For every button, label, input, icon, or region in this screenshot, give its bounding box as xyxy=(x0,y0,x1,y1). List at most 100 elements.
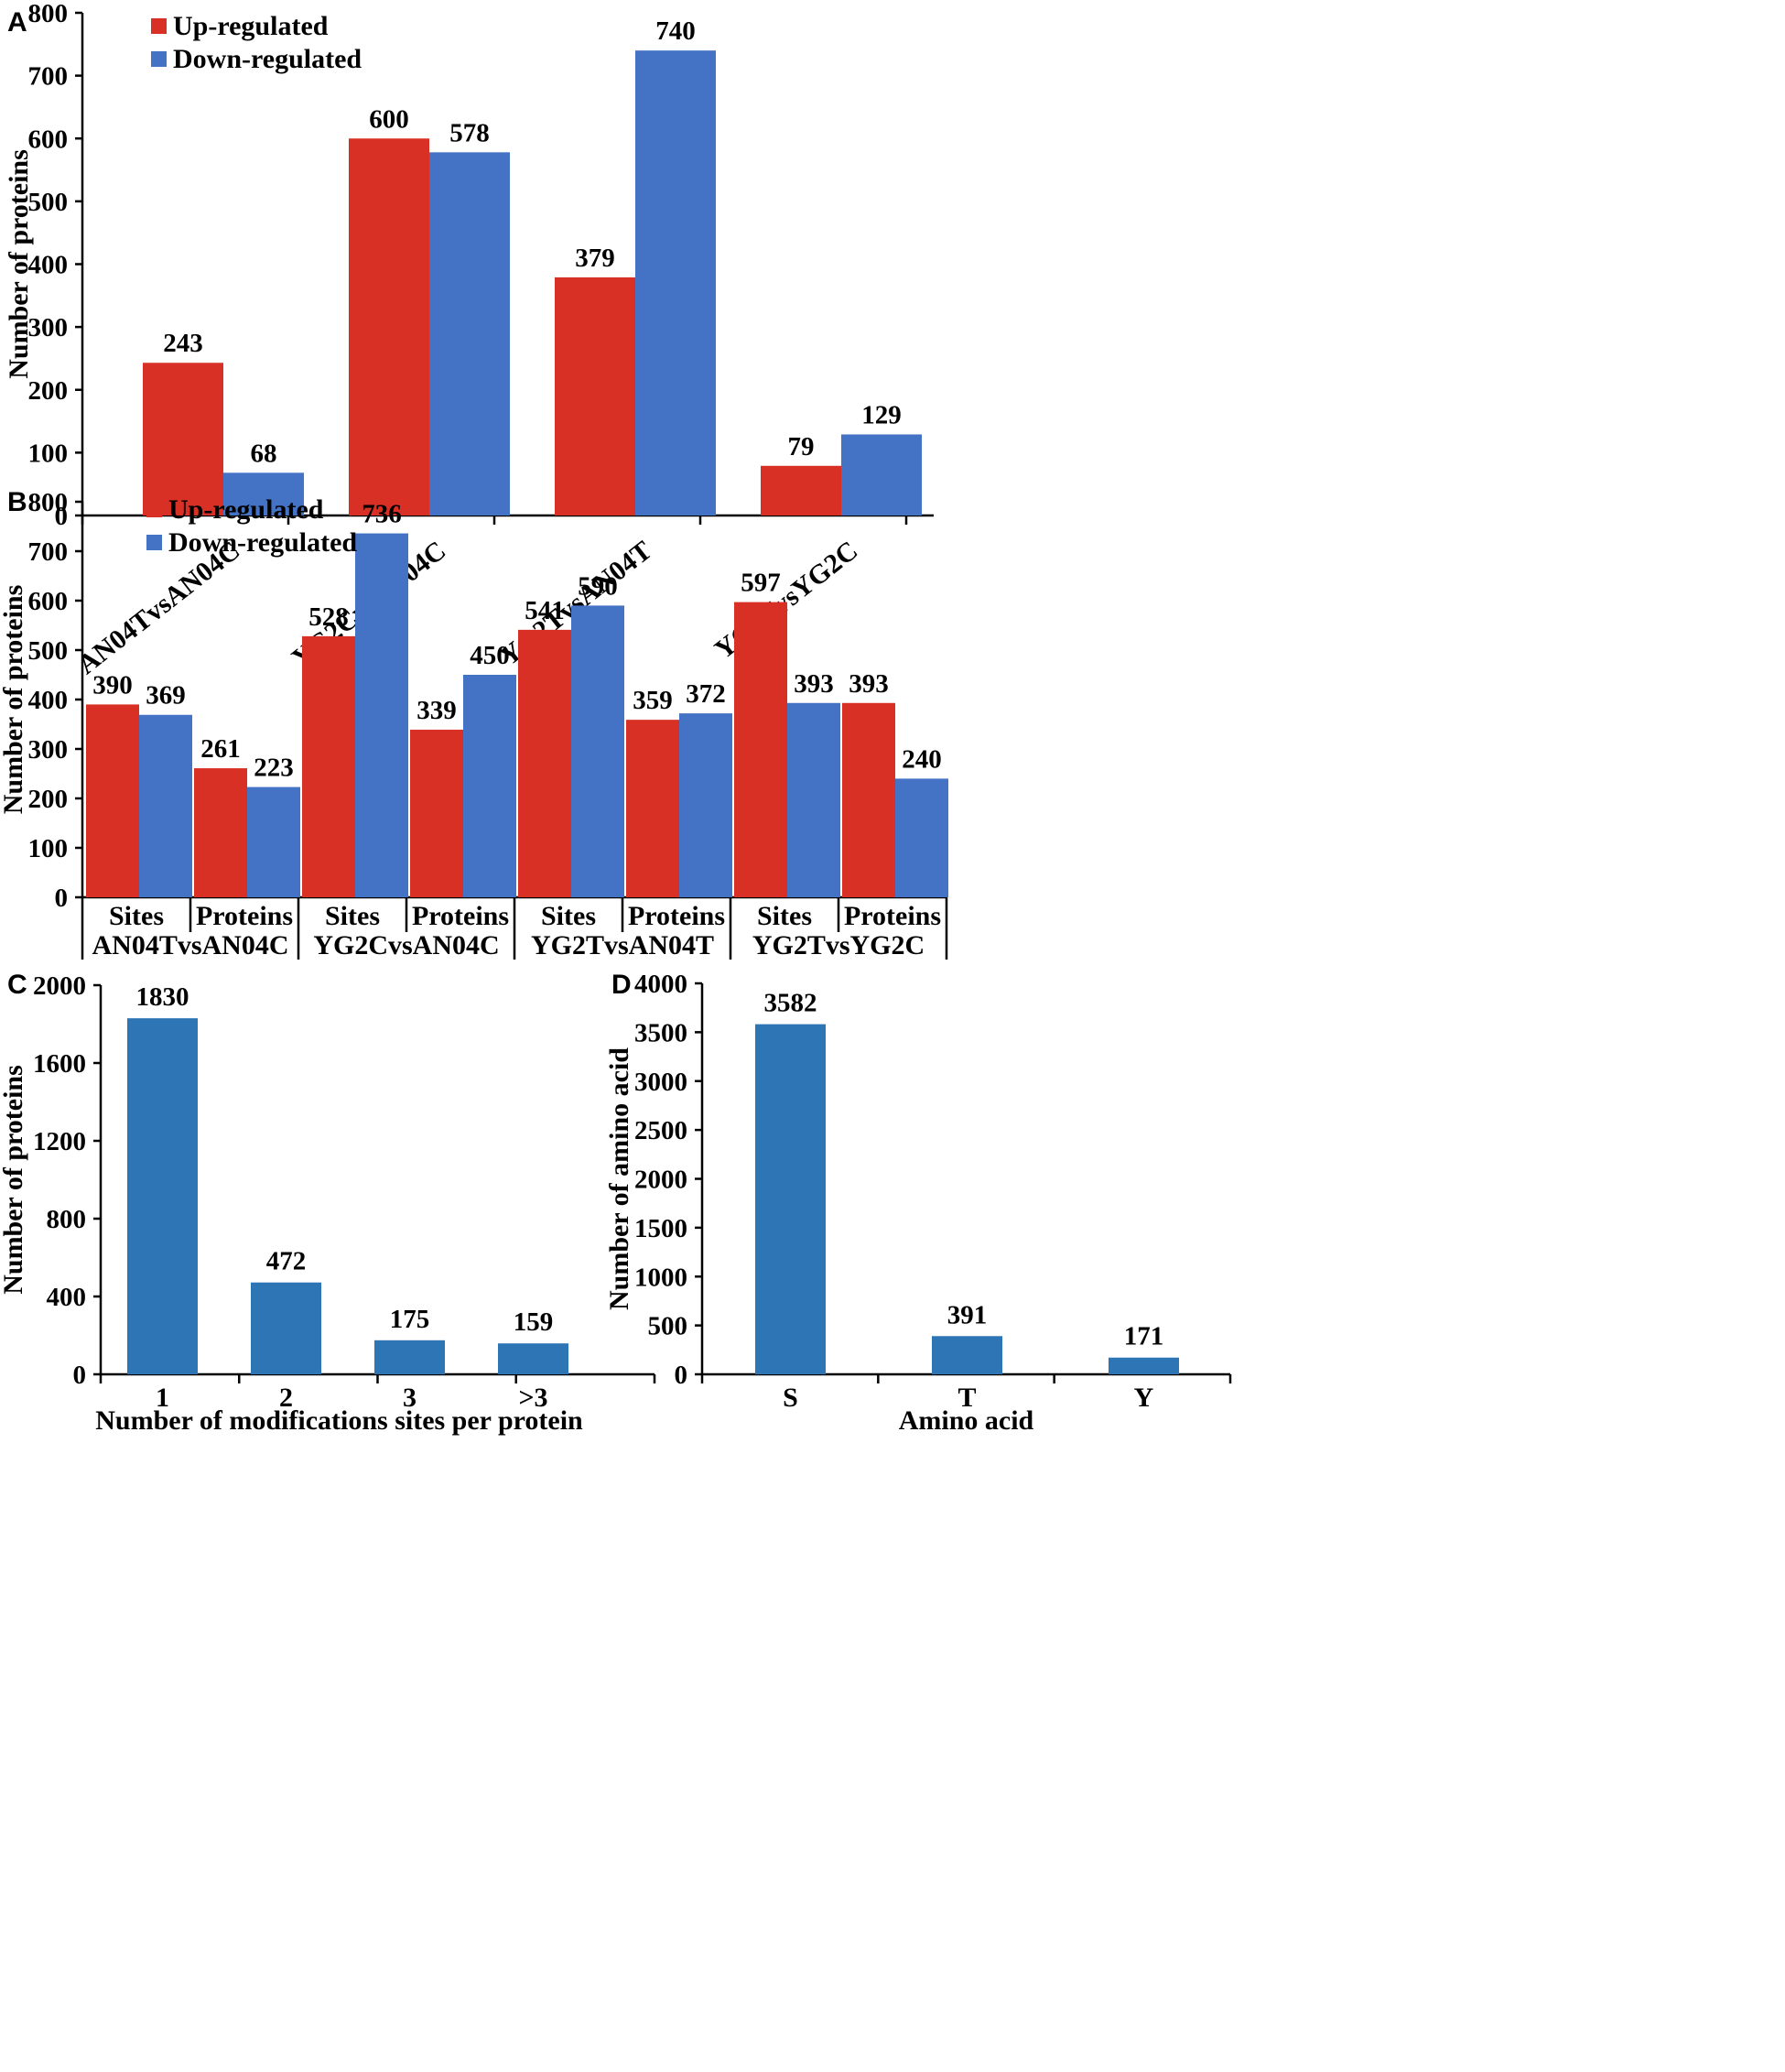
bar-down xyxy=(139,714,192,897)
bar-value-label: 379 xyxy=(575,244,615,273)
bar-value-label: 261 xyxy=(200,734,241,764)
bar-value-label: 393 xyxy=(794,669,834,699)
bar-down xyxy=(463,675,516,897)
bar-up xyxy=(555,277,635,515)
bar-down xyxy=(571,605,624,897)
bar-down xyxy=(841,434,922,515)
bar-value-label: 472 xyxy=(266,1247,307,1276)
bar-value-label: 736 xyxy=(362,500,402,529)
y-tick-label: 700 xyxy=(28,62,69,92)
bar-down xyxy=(355,533,408,897)
bar-up xyxy=(302,635,355,897)
bar-value-label: 339 xyxy=(416,696,457,725)
bar-value-label: 590 xyxy=(578,571,618,601)
y-tick-label: 3500 xyxy=(634,1018,687,1047)
bar xyxy=(1109,1357,1179,1374)
bar-up xyxy=(143,363,223,515)
bar-down xyxy=(679,713,732,897)
x-group-label: AN04TvsAN04C xyxy=(92,930,288,960)
y-tick-label: 0 xyxy=(55,502,69,531)
y-tick-label: 500 xyxy=(648,1312,688,1341)
y-axis-title: Number of amino acid xyxy=(604,1047,634,1310)
y-tick-label: 1500 xyxy=(634,1214,687,1243)
x-category-label: 1 xyxy=(156,1383,169,1413)
legend-label-down: Down-regulated xyxy=(173,44,362,74)
legend-swatch-up xyxy=(151,18,167,34)
y-tick-label: 300 xyxy=(28,313,69,342)
y-axis-title: Number of proteins xyxy=(0,1065,28,1295)
bar xyxy=(127,1018,198,1374)
bar-value-label: 79 xyxy=(788,432,815,461)
bar-down xyxy=(223,472,304,515)
y-tick-label: 100 xyxy=(28,834,69,863)
legend-swatch-down xyxy=(146,535,162,550)
x-category-label: Sites xyxy=(325,901,380,931)
y-tick-label: 0 xyxy=(675,1361,688,1390)
bar-value-label: 450 xyxy=(470,641,510,670)
bar-up xyxy=(761,465,841,515)
y-tick-label: 1000 xyxy=(634,1263,687,1292)
bar-up xyxy=(734,602,787,897)
y-axis-title: Number of proteins xyxy=(0,585,28,815)
bar-down xyxy=(895,778,948,897)
x-group-label: YG2TvsYG2C xyxy=(752,930,925,960)
bar-value-label: 68 xyxy=(251,439,277,468)
x-category-label: T xyxy=(957,1383,976,1413)
x-axis-title: Number of modifications sites per protei… xyxy=(95,1405,583,1436)
bar-value-label: 541 xyxy=(525,596,565,625)
bar-value-label: 740 xyxy=(655,16,696,46)
bar xyxy=(374,1340,445,1374)
bar-value-label: 369 xyxy=(146,681,186,711)
legend-label-up: Up-regulated xyxy=(173,11,329,41)
panel-letter: B xyxy=(7,487,27,517)
y-tick-label: 400 xyxy=(28,251,69,280)
bar xyxy=(251,1282,321,1374)
x-category-label: Proteins xyxy=(412,901,509,931)
y-tick-label: 100 xyxy=(28,439,69,468)
x-category-label: Sites xyxy=(757,901,812,931)
y-tick-label: 800 xyxy=(47,1205,87,1234)
y-tick-label: 300 xyxy=(28,735,69,765)
bar-value-label: 171 xyxy=(1124,1322,1164,1351)
x-axis-title: Amino acid xyxy=(899,1405,1034,1436)
bar-value-label: 175 xyxy=(390,1305,430,1334)
bar-down xyxy=(787,702,840,897)
bar-up xyxy=(194,768,247,897)
bar-value-label: 240 xyxy=(902,744,942,774)
y-tick-label: 400 xyxy=(28,686,69,715)
bar-up xyxy=(86,704,139,897)
bar-up xyxy=(349,138,429,515)
panel-c: C 0 400 800 1200 1600 2000 Number of proteins 18… xyxy=(0,970,656,1436)
y-tick-label: 4000 xyxy=(634,970,687,999)
x-category-label: Proteins xyxy=(628,901,725,931)
bar-value-label: 578 xyxy=(449,118,490,147)
bar-value-label: 3582 xyxy=(764,989,817,1018)
bar-value-label: 391 xyxy=(947,1300,988,1329)
bar-down xyxy=(635,50,716,516)
y-tick-label: 2000 xyxy=(33,971,86,1001)
y-tick-label: 600 xyxy=(28,125,69,154)
bar-value-label: 528 xyxy=(308,602,349,632)
y-tick-label: 3000 xyxy=(634,1068,687,1097)
y-tick-label: 400 xyxy=(47,1283,87,1312)
legend-label-up: Up-regulated xyxy=(168,494,324,525)
bar-up xyxy=(626,720,679,897)
y-tick-label: 1200 xyxy=(33,1127,86,1156)
bar-up xyxy=(410,729,463,897)
panel-a: A 0 100 200 300 400 500 600 700 800 Number of prot… xyxy=(4,0,934,680)
panel-letter: C xyxy=(7,970,27,1000)
bar-value-label: 393 xyxy=(849,669,889,699)
y-tick-label: 2000 xyxy=(634,1166,687,1195)
bar xyxy=(498,1343,568,1374)
x-category-label: 2 xyxy=(279,1383,293,1413)
y-tick-label: 0 xyxy=(55,884,69,913)
y-tick-label: 800 xyxy=(28,0,69,28)
bar xyxy=(932,1336,1002,1374)
y-tick-label: 1600 xyxy=(33,1049,86,1079)
y-axis-title: Number of proteins xyxy=(4,149,34,379)
panel-letter: A xyxy=(7,7,27,38)
x-category-label: Proteins xyxy=(844,901,941,931)
y-tick-label: 700 xyxy=(28,537,69,567)
